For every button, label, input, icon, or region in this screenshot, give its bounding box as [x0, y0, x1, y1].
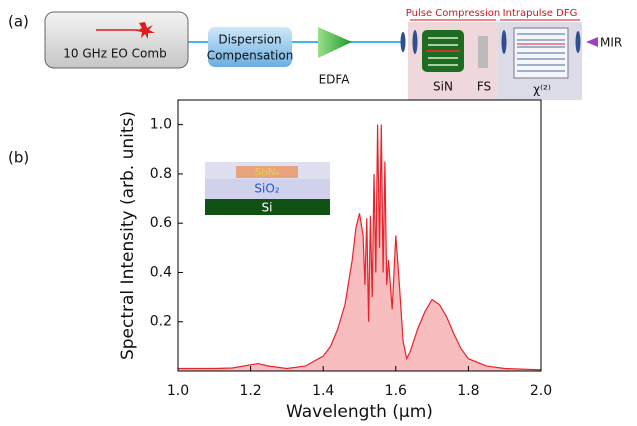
x-tick-label: 1.2 [239, 383, 261, 399]
laser-star [136, 22, 155, 39]
lens [501, 30, 507, 54]
inset-label: Si [262, 201, 273, 215]
edfa-label: EDFA [319, 73, 351, 87]
panel-label: (a) [8, 13, 29, 31]
inset-label: SiO₂ [254, 182, 279, 196]
edfa-triangle [318, 27, 352, 58]
y-tick-label: 0.8 [150, 166, 172, 182]
y-axis-label: Spectral Intensity (arb. units) [118, 111, 138, 360]
x-axis-label: Wavelength (μm) [286, 402, 433, 422]
x-tick-label: 1.6 [385, 383, 407, 399]
area-fill [178, 124, 541, 371]
dispersion-label: Dispersion [218, 33, 281, 47]
spectrum-line [178, 124, 542, 371]
si3n4-layer [236, 166, 298, 178]
y-tick-label: 1.0 [150, 117, 172, 133]
y-tick-label: 0.4 [150, 264, 172, 280]
mir-arrow [586, 37, 598, 47]
dfg-title: Intrapulse DFG [503, 8, 578, 19]
x-tick-label: 1.0 [167, 383, 189, 399]
y-tick-label: 0.2 [150, 314, 172, 330]
compression-title: Pulse Compression [406, 8, 500, 19]
x-tick-label: 2.0 [530, 383, 552, 399]
waveguides [428, 37, 458, 66]
dispersion-box [208, 27, 292, 67]
lens [400, 32, 406, 52]
crystal-lines [517, 33, 565, 72]
x-tick-label: 1.4 [312, 383, 334, 399]
sin-label: SiN [433, 80, 453, 94]
panel-label: (b) [8, 149, 29, 167]
fs-plate [478, 36, 488, 68]
plot: 0.2 0.4 0.6 0.8 1.0 1.0 1.2 1.4 1.6 1.8 2.0 Wavelen… [118, 99, 552, 422]
si-layer [205, 199, 330, 215]
lens [412, 30, 418, 54]
comb-box [44, 11, 189, 69]
y-tick-label: 0.6 [150, 215, 172, 231]
x-tick-label: 1.8 [457, 383, 479, 399]
fs-label: FS [477, 80, 491, 94]
dispersion-label: Compensation [207, 49, 294, 63]
comb-label: 10 GHz EO Comb [63, 47, 166, 61]
sio2-layer [205, 179, 330, 199]
crystal-label: χ⁽²⁾ [533, 83, 551, 97]
lens [575, 31, 581, 53]
mir-label: MIR [600, 36, 622, 50]
plot-frame [177, 99, 542, 372]
inset-label: Si₃N₄ [255, 167, 280, 178]
